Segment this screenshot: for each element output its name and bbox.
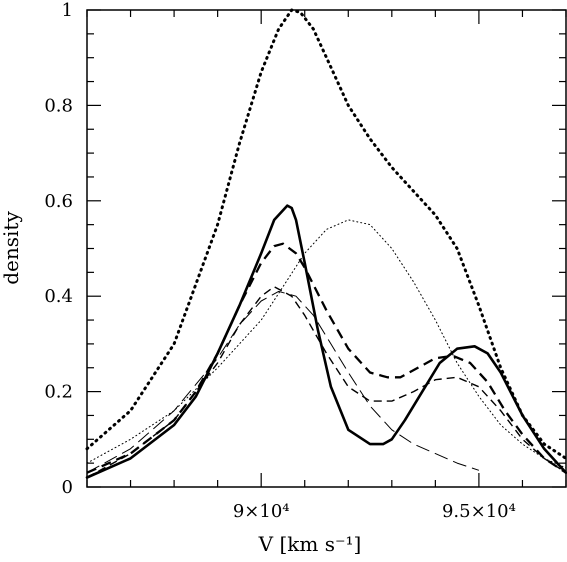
plot-frame [86, 9, 567, 488]
x-tick-label: 9.5×10⁴ [442, 501, 516, 522]
series-line-thick-dashed [86, 242, 567, 474]
y-tick-label: 1 [62, 0, 73, 21]
y-tick-label: 0 [62, 477, 73, 498]
series-line-thin-dotted [86, 219, 567, 469]
series-line-thin-long-dashed [86, 290, 480, 474]
x-axis-label: V [km s⁻¹] [258, 532, 362, 556]
y-tick-label: 0.2 [44, 382, 73, 403]
y-tick-label: 0.4 [44, 286, 73, 307]
series-line-thick-solid [85, 204, 567, 479]
series-line-thin-dashed [86, 286, 567, 479]
series-line-thick-dotted [85, 8, 567, 460]
y-tick-label: 0.6 [44, 191, 73, 212]
x-tick-label: 9×10⁴ [233, 501, 290, 522]
y-tick-label: 0.8 [44, 95, 73, 116]
series-layer [85, 8, 567, 479]
tick-layer: 9×10⁴ 9.5×10⁴ 0 0.2 0.4 0.6 0.8 1 [44, 0, 567, 522]
y-axis-label: density [0, 211, 23, 285]
